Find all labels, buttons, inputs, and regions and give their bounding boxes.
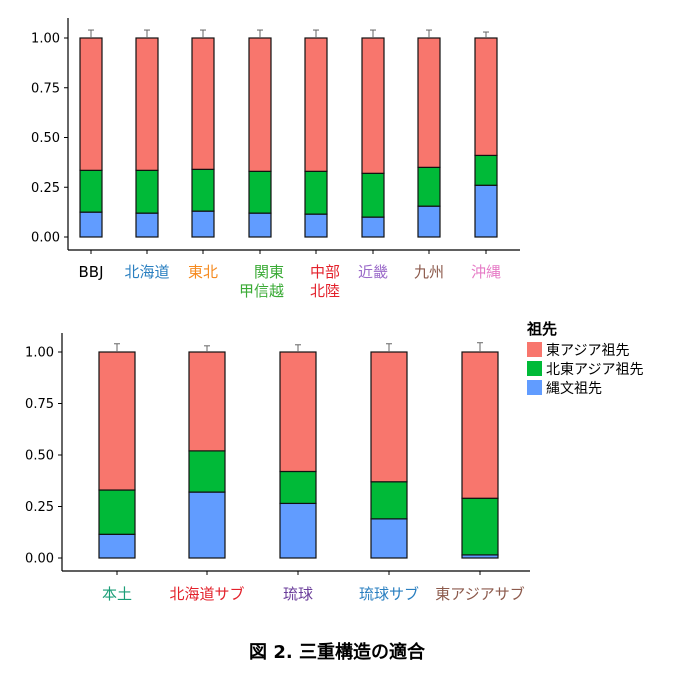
bar-segment-北東アジア祖先 <box>474 154 498 186</box>
bar-segment-北東アジア祖先 <box>461 497 499 556</box>
bar-segment-縄文祖先 <box>248 212 272 238</box>
legend-label-jomon: 縄文祖先 <box>546 381 602 397</box>
x-tick-label: 関東 <box>254 263 284 281</box>
bar-segment-北東アジア祖先 <box>135 169 159 214</box>
bar-segment-北東アジア祖先 <box>370 481 408 520</box>
bar-segment-縄文祖先 <box>98 533 136 559</box>
y-tick-label: 0.75 <box>25 397 54 412</box>
figure-title: 図 2. 三重構造の適合 <box>249 641 426 663</box>
y-tick-label: 0.50 <box>31 131 60 146</box>
bar-segment-東アジア祖先 <box>248 37 272 172</box>
bar-segment-東アジア祖先 <box>191 37 215 170</box>
bar-segment-縄文祖先 <box>361 216 385 238</box>
bar-segment-東アジア祖先 <box>417 37 441 168</box>
bar-segment-東アジア祖先 <box>188 351 226 452</box>
bar-segment-東アジア祖先 <box>474 37 498 157</box>
bar-segment-縄文祖先 <box>474 184 498 238</box>
bar-segment-縄文祖先 <box>188 491 226 559</box>
bar-segment-北東アジア祖先 <box>417 166 441 207</box>
bar-segment-東アジア祖先 <box>135 37 159 171</box>
x-tick-label: BBJ <box>78 263 103 281</box>
legend-label-northeast-asian: 北東アジア祖先 <box>546 362 643 378</box>
bar-segment-縄文祖先 <box>135 212 159 238</box>
bar-segment-東アジア祖先 <box>304 37 328 172</box>
bar-segment-東アジア祖先 <box>461 351 499 499</box>
x-tick-label: 中部 <box>310 263 340 281</box>
legend-title: 祖先 <box>526 320 557 338</box>
x-tick-label: 琉球サブ <box>359 585 419 603</box>
bar-segment-縄文祖先 <box>191 210 215 238</box>
bar-segment-北東アジア祖先 <box>279 470 317 505</box>
bar-segment-縄文祖先 <box>79 211 103 238</box>
y-tick-label: 0.25 <box>31 181 60 196</box>
x-tick-label: 九州 <box>414 263 444 281</box>
bar-segment-北東アジア祖先 <box>191 168 215 212</box>
y-tick-label: 0.00 <box>31 231 60 246</box>
bar-segment-縄文祖先 <box>417 205 441 238</box>
x-tick-label: 北海道 <box>124 263 169 281</box>
bottom-stacked-bar-chart: 0.00 0.25 0.50 0.75 1.00 本土 北海道サブ 琉球 琉球サブ 東アジアサブ <box>25 333 530 603</box>
y-tick-label: 1.00 <box>25 346 54 361</box>
legend-swatch-jomon <box>527 380 542 395</box>
y-tick-label: 0.75 <box>31 81 60 96</box>
y-tick-label: 1.00 <box>31 32 60 47</box>
x-tick-label: 琉球 <box>283 585 313 603</box>
bar-segment-縄文祖先 <box>370 518 408 559</box>
bar-segment-北東アジア祖先 <box>361 172 385 218</box>
y-tick-label: 0.00 <box>25 552 54 567</box>
legend-swatch-northeast-asian <box>527 361 542 376</box>
x-tick-label: 近畿 <box>358 263 388 281</box>
bar-segment-縄文祖先 <box>279 502 317 559</box>
x-tick-label: 東アジアサブ <box>435 585 524 603</box>
x-tick-label: 本土 <box>102 585 132 603</box>
x-tick-label: 甲信越 <box>239 282 284 300</box>
bar-segment-東アジア祖先 <box>98 351 136 491</box>
bar-segment-北東アジア祖先 <box>79 169 103 213</box>
bar-segment-北東アジア祖先 <box>248 170 272 214</box>
bar-segment-東アジア祖先 <box>79 37 103 171</box>
legend-swatch-east-asian <box>527 342 542 357</box>
x-tick-label: 北陸 <box>310 282 340 300</box>
legend: 祖先 東アジア祖先 北東アジア祖先 縄文祖先 <box>526 320 643 397</box>
bar-segment-北東アジア祖先 <box>304 170 328 215</box>
bar-segment-北東アジア祖先 <box>188 450 226 493</box>
bar-segment-東アジア祖先 <box>361 37 385 174</box>
x-tick-label: 沖縄 <box>471 263 501 281</box>
y-tick-label: 0.25 <box>25 500 54 515</box>
x-tick-label: 北海道サブ <box>169 585 244 603</box>
bar-segment-北東アジア祖先 <box>98 489 136 535</box>
bar-segment-縄文祖先 <box>304 213 328 238</box>
bar-segment-東アジア祖先 <box>370 351 408 483</box>
x-tick-label: 東北 <box>188 263 218 281</box>
legend-label-east-asian: 東アジア祖先 <box>546 343 629 359</box>
y-tick-label: 0.50 <box>25 449 54 464</box>
bar-segment-東アジア祖先 <box>279 351 317 473</box>
